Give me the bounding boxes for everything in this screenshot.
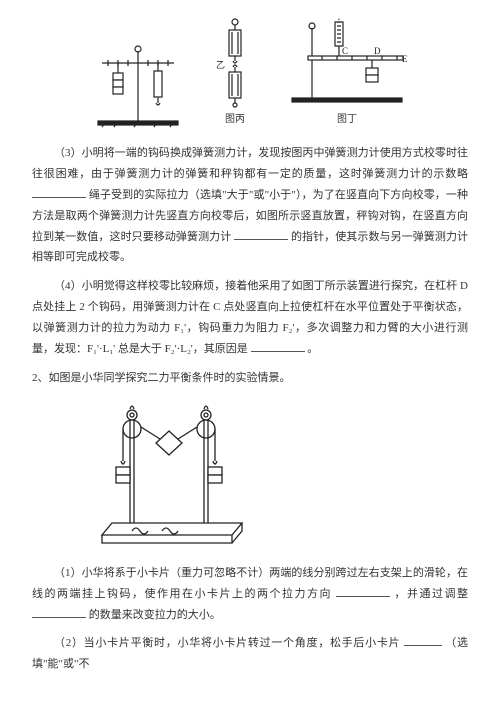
q2-intro: 2、如图是小华同学探究二力平衡条件时的实验情景。 [32, 368, 468, 389]
svg-text:E: E [402, 54, 408, 64]
sub1-text-b: ，并通过调整 [395, 588, 469, 600]
svg-text:C: C [342, 46, 348, 56]
balance-svg [82, 399, 252, 549]
figure-ding-label: 图丁 [337, 110, 357, 129]
double-spring-svg: 乙 [208, 18, 262, 108]
q3-blank-1[interactable] [32, 187, 86, 198]
sub2-paragraph: （2）当小卡片平衡时，小华将小卡片转过一个角度，松手后小卡片 （选填"能"或"不 [32, 633, 468, 675]
figure-bing-label: 图丙 [225, 110, 245, 129]
q4-paragraph: （4）小明觉得这样校零比较麻烦，接着他采用了如图丁所示装置进行探究，在杠杆 D … [32, 276, 468, 360]
svg-text:乙: 乙 [216, 60, 225, 70]
figure-bing-left [88, 43, 188, 129]
q3-text-a: （3）小明将一端的钩码换成弹簧测力计，发现按图丙中弹簧测力计使用方式校零时往往很… [32, 147, 468, 180]
sub1-paragraph: （1）小华将系于小卡片（重力可忽略不计）两端的线分别跨过左右支架上的滑轮，在线的… [32, 563, 468, 626]
figure-bing-middle: 乙 图丙 [208, 18, 262, 129]
lever-ding-svg: D C E [282, 18, 412, 108]
svg-text:D: D [374, 46, 381, 56]
q4-blank[interactable] [251, 341, 305, 352]
sub1-blank-1[interactable] [336, 586, 390, 597]
sub2-text-a: （2）当小卡片平衡时，小华将小卡片转过一个角度，松手后小卡片 [54, 637, 400, 649]
q3-blank-2[interactable] [234, 229, 288, 240]
top-figures: 乙 图丙 [32, 18, 468, 129]
sub2-blank[interactable] [404, 635, 442, 646]
figure-ding: D C E 图丁 [282, 18, 412, 129]
figure-balance [82, 399, 468, 549]
q3-paragraph: （3）小明将一端的钩码换成弹簧测力计，发现按图丙中弹簧测力计使用方式校零时往往很… [32, 143, 468, 268]
q4-text-b: 。 [307, 343, 318, 355]
sub1-blank-2[interactable] [32, 607, 86, 618]
sub1-text-c: 的数量来改变拉力的大小。 [89, 609, 221, 621]
lever-weights-svg [88, 43, 188, 129]
